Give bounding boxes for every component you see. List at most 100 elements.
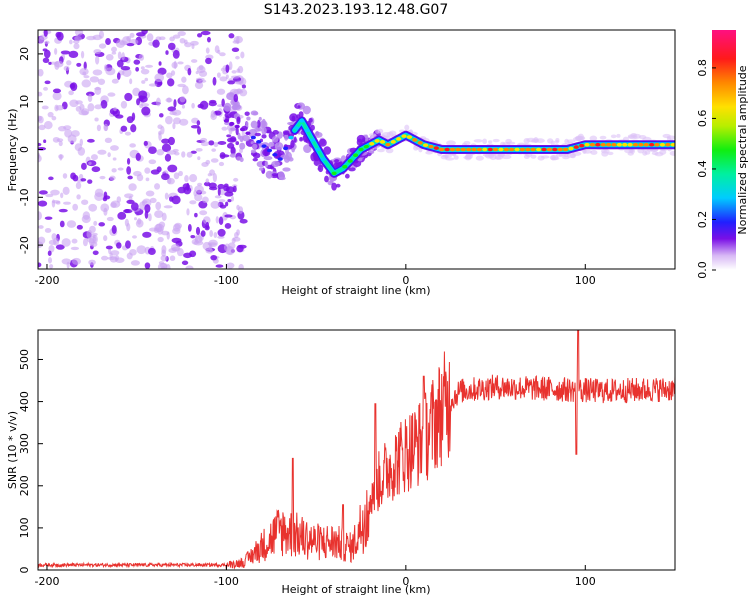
noise-blob [187,67,192,76]
colorbar-tick-label: 0.4 [696,160,709,178]
transition-blob [239,157,244,163]
noise-blob [104,137,113,144]
noise-blob [54,47,58,55]
track-point [223,119,230,123]
noise-blob [130,202,139,211]
noise-blob [202,216,211,225]
snr-panel: -200 -100 0 100 0 100 200 300 400 500 Height of s… [6,329,676,596]
noise-blob [132,235,137,239]
noise-blob [160,254,168,262]
transition-blob [236,116,241,125]
noise-blob [141,80,146,84]
noise-blob [114,257,125,263]
track-point [649,142,655,147]
noise-blob [49,264,54,269]
track-halo [445,157,455,161]
noise-blob [94,87,102,91]
transition-blob [257,119,261,129]
noise-blob [210,110,216,118]
noise-blob [91,166,101,173]
transition-blob [290,139,295,148]
noise-blob [55,244,65,250]
noise-blob [171,195,181,205]
noise-blob [76,62,82,67]
noise-blob [161,143,172,153]
noise-blob [197,182,203,187]
noise-blob [166,177,175,185]
colorbar-label: Normalized spectral amplitude [736,65,749,234]
noise-blob [144,77,149,82]
transition-blob [226,134,232,138]
noise-blob [111,168,117,173]
noise-blob [181,151,186,158]
transition-blob [250,120,258,129]
transition-blob [331,182,337,191]
track-point [412,138,418,142]
y-tick-label: 10 [18,95,31,109]
noise-blob [68,90,74,96]
noise-blob [186,151,193,158]
noise-blob [154,210,164,218]
transition-blob [348,167,356,172]
noise-blob [187,223,192,232]
noise-blob [110,250,120,256]
noise-blob [38,154,42,163]
noise-blob [136,98,141,106]
noise-blob [191,43,195,50]
track-point [234,124,240,129]
noise-blob [101,255,109,261]
track-point [229,121,235,126]
noise-blob [174,222,182,229]
noise-blob [148,146,157,155]
noise-blob [145,64,154,68]
noise-blob [149,197,157,204]
y-tick-label: -20 [18,236,31,254]
noise-blob [43,86,49,91]
noise-blob [74,35,82,42]
track-point [342,164,348,169]
transition-blob [261,134,267,139]
x-tick-label: -200 [34,274,59,287]
track-halo [523,154,530,160]
noise-blob [111,51,117,55]
noise-blob [63,125,72,130]
noise-blob [239,218,248,224]
y-tick-label: 500 [18,349,31,370]
noise-blob [82,211,91,220]
noise-blob [103,235,108,242]
noise-blob [43,121,53,130]
noise-blob [120,65,131,71]
noise-blob [56,138,64,142]
track-point [562,147,569,152]
noise-blob [121,52,125,61]
noise-blob [67,134,77,144]
noise-blob [165,50,169,55]
transition-blob [356,134,366,143]
noise-blob [59,154,63,161]
noise-blob [58,140,63,147]
noise-blob [60,50,71,55]
noise-blob [195,147,203,152]
noise-blob [80,178,87,182]
transition-blob [303,144,312,153]
transition-blob [226,142,235,149]
track-halo [530,154,537,159]
noise-blob [200,137,208,142]
transition-blob [302,105,311,115]
noise-blob [241,130,245,137]
noise-blob [227,80,236,85]
transition-blob [250,110,258,116]
track-halo [589,135,598,141]
noise-blob [172,117,182,125]
noise-blob [135,152,141,161]
transition-blob [344,173,350,179]
noise-blob [168,136,175,146]
track-halo [453,155,459,160]
noise-blob [53,237,60,246]
track-point [584,142,590,147]
noise-blob [155,201,162,211]
noise-blob [215,216,219,224]
noise-blob [93,49,102,55]
noise-blob [129,143,136,148]
